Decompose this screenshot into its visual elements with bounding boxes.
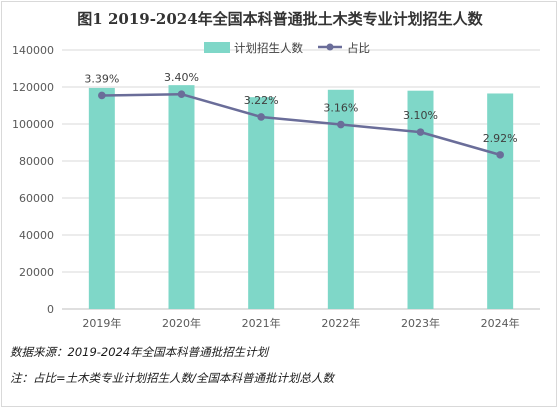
data-label: 3.22% <box>244 94 279 107</box>
bar <box>88 87 115 309</box>
y-tick-label: 60000 <box>19 192 54 205</box>
line-point <box>177 90 186 99</box>
remark-note: 注：占比=土木类专业计划招生人数/全国本科普通批计划总人数 <box>10 371 335 385</box>
y-tick-label: 20000 <box>19 266 54 279</box>
data-label: 3.39% <box>84 72 119 85</box>
legend-swatch-bar <box>204 42 230 53</box>
bar <box>248 97 275 309</box>
y-tick-label: 80000 <box>19 155 54 168</box>
bar <box>487 93 514 309</box>
y-axis-ticks: 0 20000 40000 60000 80000 100000 120000 140000 <box>12 44 54 316</box>
data-label: 3.10% <box>403 109 438 122</box>
y-tick-label: 100000 <box>12 118 54 131</box>
x-axis-ticks: 2019年 2020年 2021年 2022年 2023年 2024年 <box>82 316 519 330</box>
grid-lines <box>62 49 540 310</box>
chart-title: 图1 2019-2024年全国本科普通批土木类专业计划招生人数 <box>77 10 483 28</box>
legend: 计划招生人数 占比 <box>204 41 370 55</box>
y-tick-label: 120000 <box>12 81 54 94</box>
y-tick-label: 140000 <box>12 44 54 57</box>
legend-label-line: 占比 <box>347 41 370 55</box>
data-label: 2.92% <box>483 132 518 145</box>
line-point <box>496 151 504 159</box>
x-tick-label: 2023年 <box>401 316 440 330</box>
legend-marker-line <box>326 43 334 51</box>
y-tick-label: 40000 <box>19 229 54 242</box>
bar <box>407 90 434 309</box>
line-point <box>337 120 345 129</box>
bar <box>168 85 195 310</box>
bar-series <box>88 85 514 310</box>
x-tick-label: 2020年 <box>162 316 201 330</box>
x-tick-label: 2021年 <box>242 316 281 330</box>
data-label: 3.40% <box>164 71 199 84</box>
x-tick-label: 2022年 <box>321 316 360 330</box>
line-point <box>416 128 425 136</box>
x-tick-label: 2024年 <box>481 316 520 330</box>
y-tick-label: 0 <box>47 303 54 316</box>
line-series: 3.39% 3.40% 3.22% 3.16% 3.10% 2.92% <box>84 71 518 159</box>
line-point <box>98 91 106 100</box>
line-point <box>257 113 265 121</box>
x-tick-label: 2019年 <box>82 316 121 330</box>
source-note: 数据来源：2019-2024年全国本科普通批招生计划 <box>10 345 269 359</box>
legend-label-bar: 计划招生人数 <box>234 41 303 55</box>
line-path <box>101 92 501 157</box>
data-label: 3.16% <box>323 102 358 115</box>
